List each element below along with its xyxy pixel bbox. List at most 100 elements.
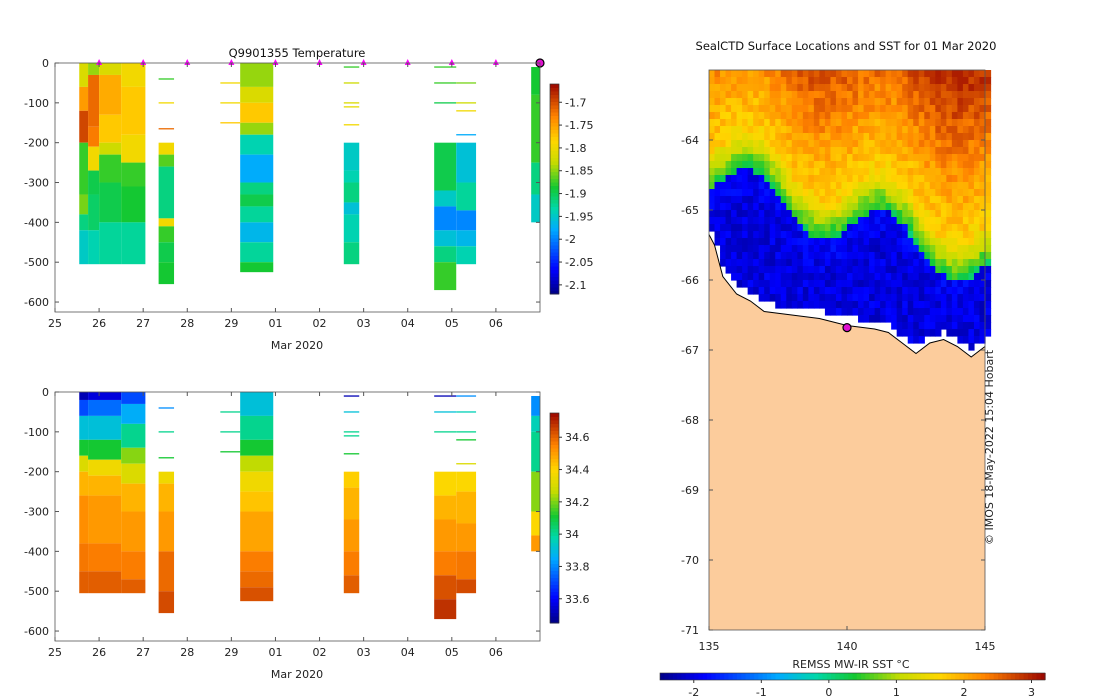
- sst-cell: [874, 126, 881, 134]
- sst-cell: [709, 217, 716, 225]
- sst-cell: [714, 196, 721, 204]
- sst-cell: [929, 329, 936, 337]
- sst-cell: [764, 210, 771, 218]
- sst-cell: [863, 280, 870, 288]
- sst-cell: [753, 175, 760, 183]
- sst-cell: [725, 231, 732, 239]
- sst-cell: [979, 252, 986, 260]
- colorbar-segment: [550, 423, 559, 428]
- sst-cell: [924, 77, 931, 85]
- sst-cell: [852, 308, 859, 316]
- colorbar-segment: [550, 493, 559, 498]
- sst-cell: [830, 105, 837, 113]
- x-tick-label: 29: [224, 646, 238, 659]
- sst-colorbar-segment: [814, 673, 819, 680]
- colorbar-segment: [550, 140, 559, 144]
- sst-colorbar-segment: [1006, 673, 1012, 680]
- sst-cell: [907, 119, 914, 127]
- sst-cell: [819, 126, 826, 134]
- sst-cell: [819, 280, 826, 288]
- sst-cell: [885, 266, 892, 274]
- sst-cell: [725, 217, 732, 225]
- sst-cell: [813, 133, 820, 141]
- sst-cell: [913, 301, 920, 309]
- sst-cell: [979, 280, 986, 288]
- sst-colorbar-segment: [873, 673, 879, 680]
- sst-cell: [874, 175, 881, 183]
- profile-cell: [121, 463, 146, 484]
- sst-cell: [979, 147, 986, 155]
- sst-cell: [979, 301, 986, 309]
- sst-cell: [973, 252, 981, 260]
- sst-cell: [858, 126, 865, 134]
- sst-cell: [819, 224, 826, 232]
- sst-cell: [769, 140, 776, 148]
- sst-cell: [957, 217, 964, 225]
- sst-cell: [929, 294, 936, 302]
- sst-cell: [731, 140, 738, 148]
- sst-cell: [824, 133, 832, 141]
- sst-cell: [753, 98, 760, 106]
- sst-cell: [775, 224, 782, 232]
- sst-cell: [863, 161, 870, 169]
- sst-cell: [896, 217, 903, 225]
- sst-cell: [775, 133, 782, 141]
- sst-cell: [985, 308, 992, 316]
- sst-cell: [935, 238, 942, 246]
- sst-cell: [951, 210, 958, 218]
- sst-cell: [907, 189, 914, 197]
- sst-cell: [764, 266, 771, 274]
- sst-cell: [797, 301, 804, 309]
- colorbar-segment: [550, 234, 559, 239]
- sst-cell: [764, 273, 771, 281]
- sst-cell: [736, 105, 743, 113]
- sst-cell: [824, 189, 832, 197]
- sst-cell: [896, 147, 903, 155]
- sst-cell: [852, 77, 859, 85]
- sst-cell: [885, 301, 892, 309]
- sst-cell: [913, 189, 920, 197]
- sst-cell: [863, 98, 870, 106]
- sst-cell: [913, 126, 920, 134]
- colorbar-segment: [550, 213, 559, 218]
- sst-cell: [885, 105, 892, 113]
- thin-measurement: [220, 431, 241, 433]
- sst-cell: [863, 287, 870, 295]
- sst-cell: [753, 252, 760, 260]
- sst-cell: [758, 280, 765, 288]
- sst-colorbar-segment: [903, 673, 909, 680]
- sst-cell: [957, 133, 964, 141]
- lat-tick-label: -64: [681, 134, 699, 147]
- profile-0: [79, 63, 89, 265]
- sst-cell: [979, 224, 986, 232]
- sst-cell: [747, 273, 754, 281]
- sst-colorbar-segment: [895, 673, 901, 680]
- sst-cell: [957, 273, 964, 281]
- sst-cell: [885, 84, 892, 92]
- sst-cell: [775, 126, 782, 134]
- sst-cell: [808, 91, 815, 99]
- sst-cell: [720, 245, 727, 253]
- sst-cell: [985, 91, 992, 99]
- sst-cell: [720, 217, 727, 225]
- sst-cell: [835, 105, 843, 113]
- sst-cell: [725, 119, 732, 127]
- sst-cell: [973, 217, 981, 225]
- sst-cell: [852, 203, 859, 211]
- sst-cell: [753, 287, 760, 295]
- sst-cell: [731, 210, 738, 218]
- thin-measurement: [220, 82, 241, 84]
- profile-0: [79, 392, 89, 594]
- colorbar-segment: [550, 273, 559, 277]
- sst-cell: [769, 245, 776, 253]
- sst-cell: [924, 259, 931, 267]
- sst-cell: [858, 266, 865, 274]
- sst-cell: [709, 84, 716, 92]
- sst-cell: [725, 252, 732, 260]
- sst-cell: [847, 119, 854, 127]
- sst-colorbar-segment: [779, 673, 785, 680]
- sst-cell: [880, 154, 887, 162]
- sst-cell: [935, 168, 942, 176]
- sst-cell: [780, 217, 787, 225]
